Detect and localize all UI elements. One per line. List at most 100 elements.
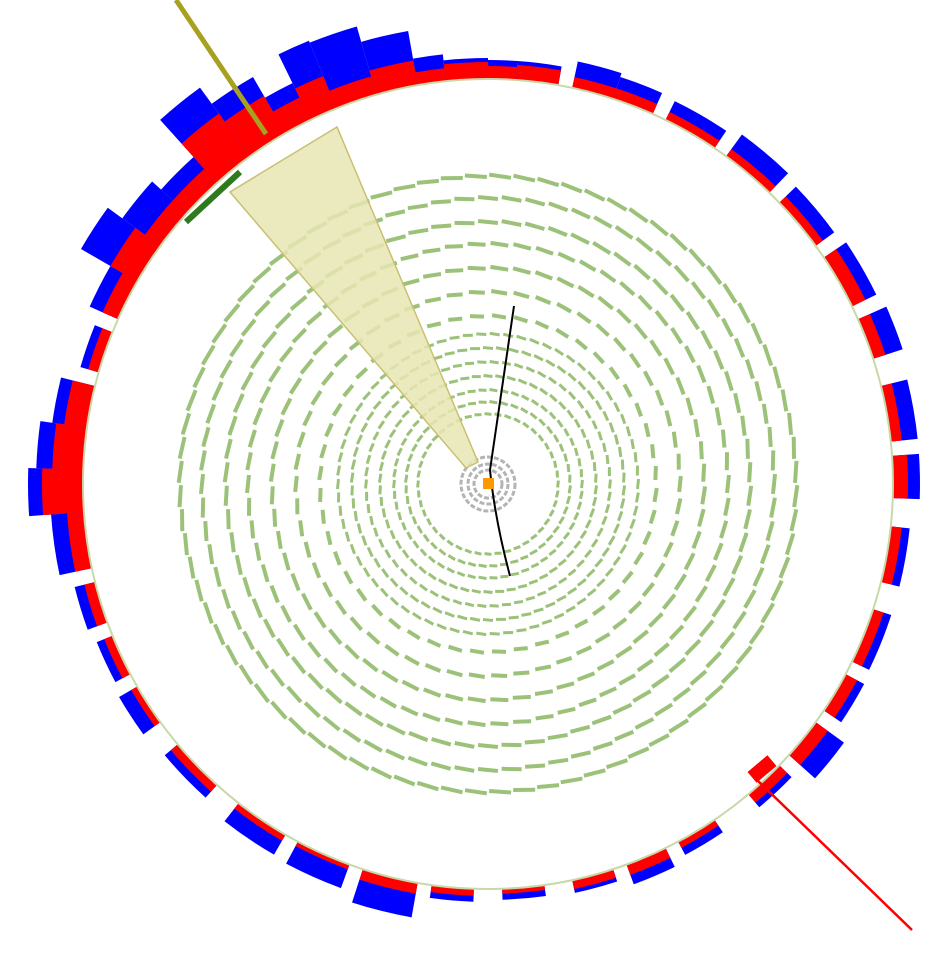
tracker-module (671, 431, 678, 448)
tracker-module (539, 556, 549, 563)
tracker-module (260, 563, 270, 583)
tracker-module (589, 450, 595, 460)
tracker-module (418, 500, 423, 508)
em-deposit (612, 88, 658, 115)
tracker-module (351, 498, 356, 509)
tracker-module (452, 599, 463, 606)
muon-segment (183, 169, 243, 225)
tracker-module (607, 588, 621, 601)
tracker-module (586, 389, 595, 400)
tracker-module (401, 679, 420, 692)
tracker-module (312, 340, 328, 356)
em-deposit (879, 526, 902, 585)
tracker-module (633, 323, 648, 340)
tracker-module (579, 490, 584, 500)
tracker-module (406, 629, 421, 641)
tracker-module (583, 188, 606, 202)
tracker-module (310, 390, 323, 406)
tracker-module (422, 712, 441, 723)
tracker-module (484, 412, 492, 416)
jet-cone[interactable] (228, 125, 479, 469)
tracker-module (524, 221, 545, 231)
tracker-module (389, 596, 400, 606)
tracker-module (223, 485, 229, 506)
tracker-module (327, 744, 348, 761)
tracker-module (793, 460, 799, 484)
tracker-module (576, 671, 596, 682)
tracker-module (490, 697, 509, 703)
tracker-module (407, 453, 414, 462)
tracker-module (513, 599, 524, 605)
tracker-module (213, 566, 222, 588)
tracker-module (411, 515, 418, 525)
tracker-module (234, 554, 243, 576)
tracker-module (249, 520, 256, 539)
em-deposit (102, 273, 139, 320)
tracker-module (548, 757, 569, 765)
tracker-module (630, 438, 635, 450)
tracker-module (556, 540, 564, 549)
tracker-module (513, 362, 524, 369)
tracker-module (522, 539, 530, 546)
jet-axis-line[interactable] (173, 0, 269, 136)
tracker-module (490, 264, 509, 272)
tracker-module (562, 531, 571, 540)
tracker-module (477, 360, 487, 364)
tracker-module (364, 713, 384, 728)
tracker-module (311, 561, 322, 579)
tracker-module (440, 175, 463, 181)
tracker-module (546, 425, 554, 435)
tracker-module (587, 370, 597, 381)
em-deposit (104, 635, 132, 679)
tracker-module (449, 335, 460, 340)
tracker-module (567, 485, 572, 494)
tracker-module (778, 556, 791, 579)
tracker-module (635, 478, 641, 490)
tracker-module (489, 604, 499, 608)
tracker-module (300, 592, 313, 611)
tracker-module (597, 295, 614, 311)
tracker-module (419, 548, 428, 557)
tracker-module (408, 731, 429, 743)
tracker-module (670, 520, 680, 537)
electron-track-line[interactable] (754, 777, 913, 931)
tracker-module (537, 434, 545, 442)
tracker-module (698, 441, 704, 460)
tracker-module (616, 308, 632, 324)
tracker-module (476, 332, 487, 336)
tracker-module (578, 697, 597, 708)
tracker-module (513, 646, 528, 652)
tracker-module (343, 426, 352, 437)
tracker-module (302, 410, 313, 427)
tracker-module (399, 586, 409, 596)
tracker-module (275, 530, 283, 550)
tracker-module (366, 546, 374, 558)
tracker-module (534, 689, 554, 697)
tracker-module (431, 737, 452, 747)
tracker-module (676, 453, 681, 470)
tracker-module (503, 630, 514, 635)
charged-track[interactable] (488, 305, 515, 577)
tracker-module (322, 581, 334, 598)
primary-vertex[interactable] (483, 478, 494, 489)
tracker-module (384, 209, 406, 218)
pixel-layer (466, 462, 510, 506)
tracker-module (288, 716, 307, 735)
tracker-module (292, 623, 306, 642)
tracker-module (483, 590, 493, 594)
tracker-module (397, 511, 403, 521)
tracker-module (528, 382, 538, 390)
tracker-module (422, 247, 441, 254)
tracker-module (327, 324, 344, 339)
tracker-module (448, 316, 463, 322)
tracker-module (566, 463, 571, 473)
tracker-module (352, 446, 359, 458)
tracker-module (668, 624, 685, 641)
em-deposit (67, 512, 93, 572)
tracker-module (460, 376, 470, 381)
tracker-module (565, 605, 576, 613)
tracker-module (533, 354, 544, 362)
tracker-module (596, 380, 606, 391)
tracker-module (460, 586, 470, 593)
tracker-module (438, 548, 447, 556)
